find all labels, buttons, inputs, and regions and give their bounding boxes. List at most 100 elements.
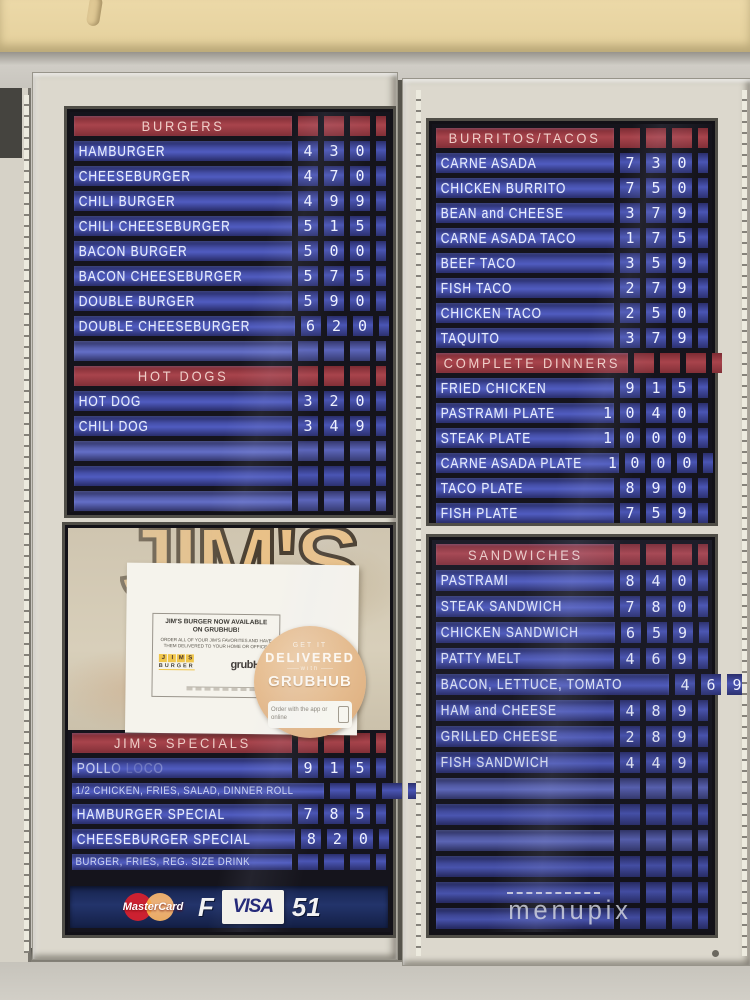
price-digit-cell: 4 <box>298 191 318 211</box>
menu-item-name: GRILLED CHEESE <box>440 728 559 745</box>
jims-logo-letter: I <box>168 654 177 663</box>
sign-title: JIM'S BURGER NOW AVAILABLE ON GRUBHUB! <box>156 618 276 636</box>
menu-row-strip: CARNE ASADA TACO <box>436 228 614 248</box>
menu-item-row: STEAK SANDWICH 7 8 0 <box>436 596 708 617</box>
empty-grid-cell <box>672 856 692 877</box>
empty-grid-cell <box>646 804 666 825</box>
price-digit-cell: 7 <box>324 266 344 286</box>
mastercard-logo: MasterCard <box>116 891 190 923</box>
menu-row-strip: CHICKEN BURRITO <box>436 178 614 198</box>
price-digit-cell: 0 <box>672 570 692 591</box>
price-digit-cell: 9 <box>672 328 692 348</box>
window-divider-gap <box>396 80 402 960</box>
menu-row-strip <box>436 830 614 851</box>
price-digit-cell: 5 <box>298 291 318 311</box>
edge-grid-cell <box>698 403 708 423</box>
menu-item-name: HOT DOG <box>78 392 142 410</box>
menu-item-name: BACON BURGER <box>78 242 188 260</box>
price-digit-cell: 2 <box>620 726 640 747</box>
menu-section-header: JIM'S SPECIALS <box>72 733 386 753</box>
menu-row-strip <box>74 466 292 486</box>
empty-grid-cell <box>646 856 666 877</box>
jims-logo-letter: M <box>177 654 186 663</box>
empty-grid-cell <box>672 908 692 929</box>
payment-extra-right: 51 <box>291 891 321 922</box>
price-digit-cell: 9 <box>324 291 344 311</box>
menu-item-name: HAMBURGER SPECIAL <box>76 805 226 823</box>
price-digit-cell: 4 <box>298 166 318 186</box>
edge-grid-cell <box>698 778 708 799</box>
price-digit-cell: 3 <box>298 416 318 436</box>
menu-row-strip: HAMBURGER SPECIAL <box>72 804 292 824</box>
empty-grid-cell <box>672 128 692 148</box>
price-digit-cell: 8 <box>620 570 640 591</box>
menu-item-row: CHEESEBURGER SPECIAL 8 2 0 <box>72 829 390 849</box>
empty-grid-cell <box>620 882 640 903</box>
menu-item-row: DOUBLE CHEESEBURGER 6 2 0 <box>74 316 389 336</box>
menu-row-strip: CHILI BURGER <box>74 191 292 211</box>
menu-section-header: HOT DOGS <box>74 366 386 386</box>
price-digit-cell: 9 <box>324 191 344 211</box>
empty-grid-cell <box>646 778 666 799</box>
section-header-label: BURGERS <box>141 118 225 134</box>
menu-item-row: BEAN and CHEESE 3 7 9 <box>436 203 708 223</box>
menu-empty-row <box>436 856 708 877</box>
edge-grid-cell <box>698 253 708 273</box>
menu-item-row: PATTY MELT 4 6 9 <box>436 648 708 669</box>
section-header-strip: BURGERS <box>74 116 292 136</box>
section-header-label: BURRITOS/TACOS <box>449 130 601 146</box>
price-digit-cell: 4 <box>620 700 640 721</box>
menu-section-header: COMPLETE DINNERS <box>436 353 722 373</box>
sign-title-line1: JIM'S BURGER NOW AVAILABLE <box>165 618 268 627</box>
empty-grid-cell <box>672 804 692 825</box>
menu-row-strip: BURGER, FRIES, REG. SIZE DRINK <box>72 854 292 870</box>
section-header-label: COMPLETE DINNERS <box>443 355 621 371</box>
menu-item-row: HOT DOG 3 2 0 <box>74 391 386 411</box>
price-digit-cell: 7 <box>324 166 344 186</box>
price-digit-cell: 0 <box>672 596 692 617</box>
menu-row-strip: PASTRAMI PLATE 1 <box>436 403 614 423</box>
edge-grid-cell <box>698 570 708 591</box>
price-digit-cell: 7 <box>620 153 640 173</box>
edge-grid-cell <box>376 216 386 236</box>
price-digit-cell: 9 <box>350 416 370 436</box>
menu-row-strip: STEAK PLATE 1 <box>436 428 614 448</box>
edge-grid-cell <box>376 266 386 286</box>
menu-row-strip: CARNE ASADA PLATE 1 <box>436 453 619 473</box>
price-digit-cell: 7 <box>646 328 666 348</box>
sticker-footer-band: Order with the app or online <box>268 701 352 728</box>
edge-grid-cell <box>711 353 722 373</box>
empty-grid-cell <box>350 466 370 486</box>
empty-grid-cell <box>350 733 370 753</box>
price-digit-cell: 8 <box>646 700 666 721</box>
price-digit-cell: 8 <box>324 804 344 824</box>
price-digit-cell: 0 <box>672 153 692 173</box>
menu-row-strip: GRILLED CHEESE <box>436 726 614 747</box>
shadow-patch <box>0 88 22 158</box>
menu-empty-row <box>74 466 386 486</box>
price-digit-cell: 4 <box>675 674 695 695</box>
empty-grid-cell <box>324 441 344 461</box>
edge-grid-cell <box>376 291 386 311</box>
edge-grid-cell <box>698 203 708 223</box>
empty-grid-cell <box>350 366 370 386</box>
price-digit-cell: 9 <box>672 648 692 669</box>
price-digit-cell: 3 <box>324 141 344 161</box>
menu-row-strip: BEAN and CHEESE <box>436 203 614 223</box>
empty-grid-cell <box>620 830 640 851</box>
price-digit-cell: 4 <box>646 570 666 591</box>
price-digit-cell: 9 <box>672 752 692 773</box>
edge-grid-cell <box>698 178 708 198</box>
section-header-strip: JIM'S SPECIALS <box>72 733 292 753</box>
price-digit-cell: 4 <box>646 403 666 423</box>
edge-grid-cell <box>698 544 708 565</box>
price-digit-cell: 9 <box>672 253 692 273</box>
menu-row-strip <box>436 778 614 799</box>
price-digit-cell: 0 <box>350 291 370 311</box>
empty-grid-cell <box>324 466 344 486</box>
price-digit-cell: 6 <box>701 674 721 695</box>
price-digit-cell: 5 <box>350 266 370 286</box>
payment-extra-left: F <box>198 891 214 922</box>
mastercard-yellow-circle <box>146 893 174 921</box>
